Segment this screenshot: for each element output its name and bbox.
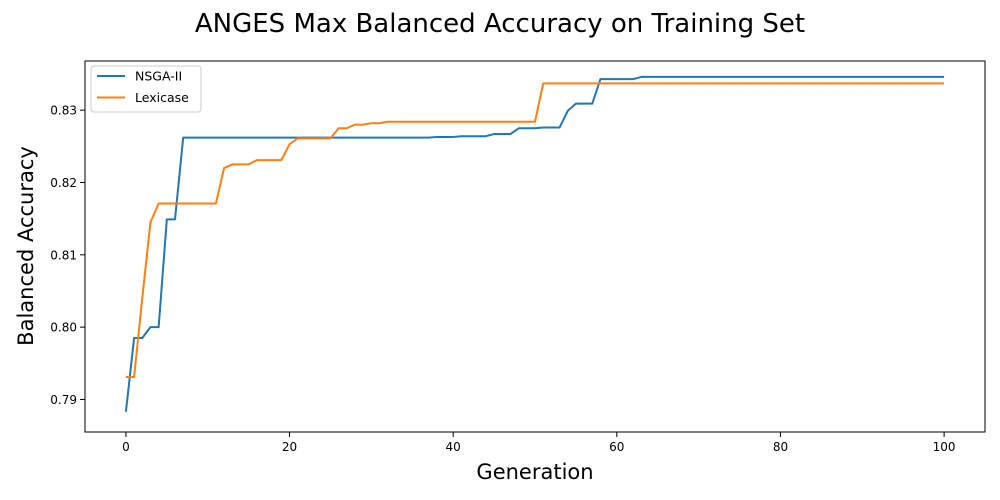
legend-label-lexicase: Lexicase: [135, 90, 189, 105]
y-tick-label: 0.80: [50, 321, 77, 335]
x-tick-label: 60: [609, 440, 624, 454]
legend: NSGA-II Lexicase: [90, 65, 202, 113]
y-axis: 0.79 0.80 0.81 0.82 0.83: [50, 104, 85, 407]
x-axis-label: Generation: [476, 460, 593, 484]
legend-label-nsga-ii: NSGA-II: [135, 69, 182, 84]
legend-box: [90, 65, 202, 113]
x-axis: 0 20 40 60 80 100: [122, 432, 956, 454]
y-tick-label: 0.83: [50, 104, 77, 118]
x-tick-label: 80: [773, 440, 788, 454]
x-tick-label: 40: [446, 440, 461, 454]
plot-area: [124, 75, 945, 412]
axes-frame: [84, 60, 986, 433]
y-tick-label: 0.81: [50, 248, 77, 262]
x-tick-label: 20: [282, 440, 297, 454]
chart-title: ANGES Max Balanced Accuracy on Training …: [195, 9, 805, 39]
series-line-nsga-ii: [124, 75, 945, 412]
y-axis-label: Balanced Accuracy: [14, 146, 38, 346]
y-tick-label: 0.79: [50, 393, 77, 407]
x-tick-label: 0: [122, 440, 130, 454]
x-tick-label: 100: [933, 440, 956, 454]
series-line-lexicase: [125, 82, 945, 379]
y-tick-label: 0.82: [50, 176, 77, 190]
